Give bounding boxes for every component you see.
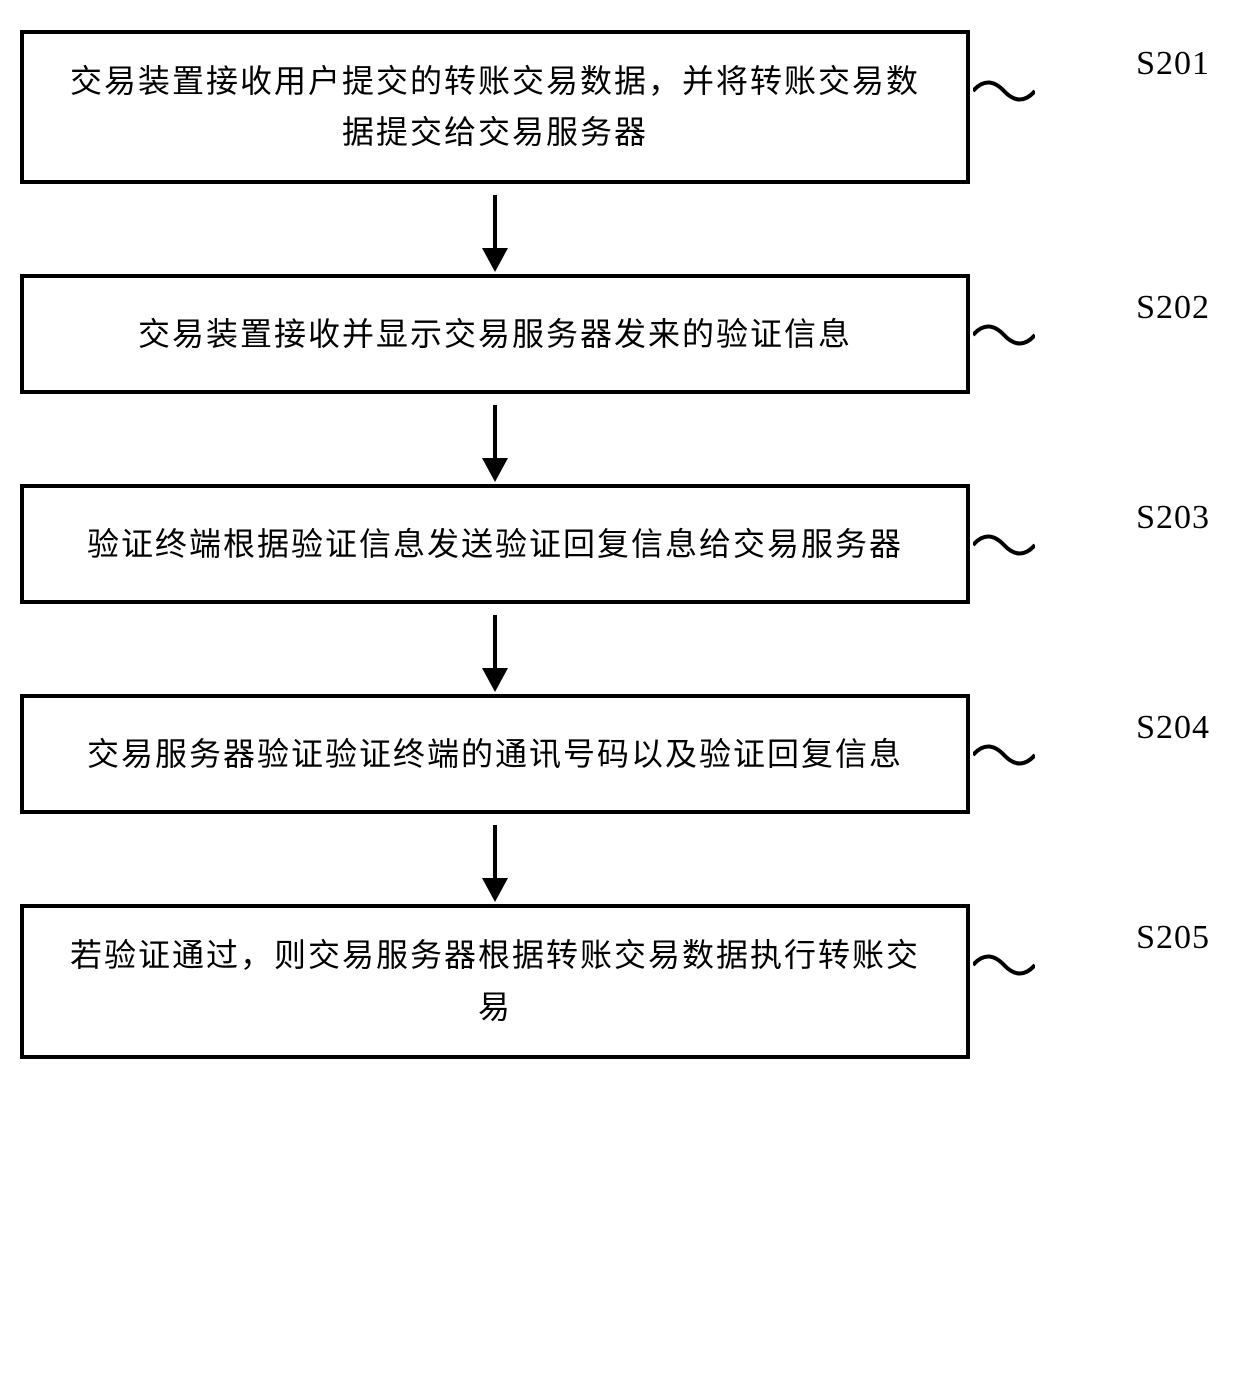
arrow-head-icon bbox=[482, 458, 508, 482]
step-label: S201 bbox=[1136, 45, 1210, 83]
step-label: S205 bbox=[1136, 919, 1210, 957]
arrow-1 bbox=[20, 184, 970, 274]
wave-connector-icon bbox=[973, 78, 1035, 103]
wave-connector-icon bbox=[973, 952, 1035, 977]
step-row-4: 交易服务器验证验证终端的通讯号码以及验证回复信息 S204 bbox=[20, 694, 1220, 814]
step-label: S202 bbox=[1136, 289, 1210, 327]
step-text: 交易服务器验证验证终端的通讯号码以及验证回复信息 bbox=[87, 729, 903, 780]
flowchart-container: 交易装置接收用户提交的转账交易数据，并将转账交易数据提交给交易服务器 S201 … bbox=[20, 30, 1220, 1059]
arrow-head-icon bbox=[482, 878, 508, 902]
step-box-2: 交易装置接收并显示交易服务器发来的验证信息 bbox=[20, 274, 970, 394]
arrow-2 bbox=[20, 394, 970, 484]
step-text: 验证终端根据验证信息发送验证回复信息给交易服务器 bbox=[87, 519, 903, 570]
step-box-3: 验证终端根据验证信息发送验证回复信息给交易服务器 bbox=[20, 484, 970, 604]
wave-connector-icon bbox=[973, 322, 1035, 347]
step-row-2: 交易装置接收并显示交易服务器发来的验证信息 S202 bbox=[20, 274, 1220, 394]
step-row-3: 验证终端根据验证信息发送验证回复信息给交易服务器 S203 bbox=[20, 484, 1220, 604]
arrow-head-icon bbox=[482, 668, 508, 692]
step-box-4: 交易服务器验证验证终端的通讯号码以及验证回复信息 bbox=[20, 694, 970, 814]
step-label: S203 bbox=[1136, 499, 1210, 537]
step-box-5: 若验证通过，则交易服务器根据转账交易数据执行转账交易 bbox=[20, 904, 970, 1058]
step-row-1: 交易装置接收用户提交的转账交易数据，并将转账交易数据提交给交易服务器 S201 bbox=[20, 30, 1220, 184]
step-label: S204 bbox=[1136, 709, 1210, 747]
arrow-head-icon bbox=[482, 248, 508, 272]
wave-connector-icon bbox=[973, 532, 1035, 557]
step-row-5: 若验证通过，则交易服务器根据转账交易数据执行转账交易 S205 bbox=[20, 904, 1220, 1058]
step-text: 交易装置接收并显示交易服务器发来的验证信息 bbox=[138, 309, 852, 360]
arrow-3 bbox=[20, 604, 970, 694]
step-text: 交易装置接收用户提交的转账交易数据，并将转账交易数据提交给交易服务器 bbox=[54, 56, 936, 158]
wave-connector-icon bbox=[973, 742, 1035, 767]
step-box-1: 交易装置接收用户提交的转账交易数据，并将转账交易数据提交给交易服务器 bbox=[20, 30, 970, 184]
step-text: 若验证通过，则交易服务器根据转账交易数据执行转账交易 bbox=[54, 930, 936, 1032]
arrow-4 bbox=[20, 814, 970, 904]
